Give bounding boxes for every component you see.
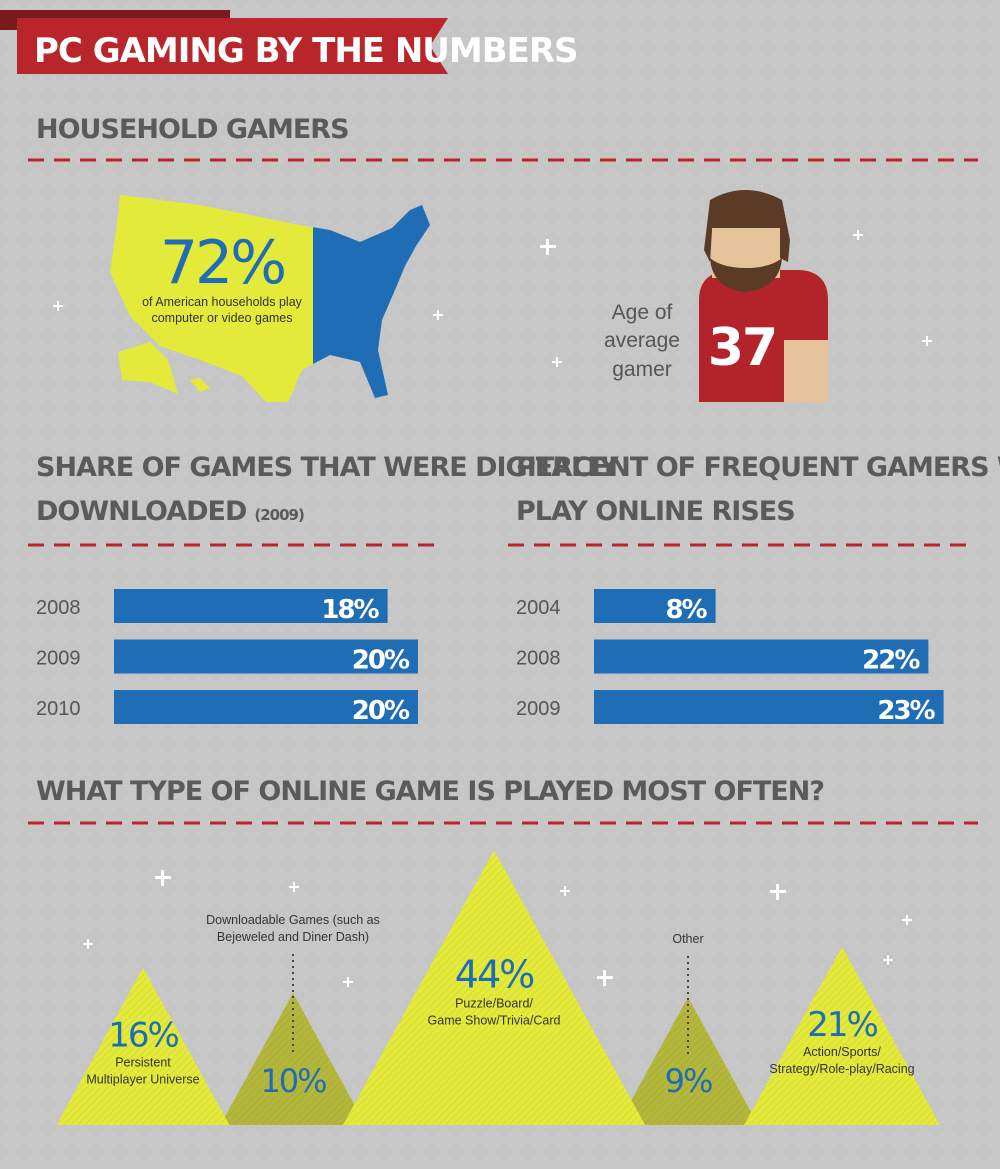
category-label: Other bbox=[672, 932, 703, 946]
stat-caption: computer or video games bbox=[151, 311, 292, 325]
stat-value: 37 bbox=[708, 318, 776, 378]
mountain-texture bbox=[743, 946, 941, 1125]
value-label: 22% bbox=[862, 646, 920, 676]
section-title: WHAT TYPE OF ONLINE GAME IS PLAYED MOST … bbox=[36, 776, 824, 807]
category-label: Action/Sports/ bbox=[803, 1045, 881, 1059]
value-label: 9% bbox=[665, 1062, 712, 1100]
category-label: 2008 bbox=[516, 648, 561, 670]
value-label: 20% bbox=[352, 696, 410, 726]
category-label: 2004 bbox=[516, 597, 561, 619]
section-subtitle: (2009) bbox=[254, 506, 304, 524]
bar bbox=[594, 589, 716, 623]
section-title: SHARE OF GAMES THAT WERE DIGITALLY bbox=[36, 452, 619, 483]
category-label: Persistent bbox=[115, 1055, 171, 1069]
section-title: PERCENT OF FREQUENT GAMERS WHO PAY TO bbox=[516, 452, 1000, 483]
section-title: HOUSEHOLD GAMERS bbox=[36, 114, 349, 145]
category-label: Bejeweled and Diner Dash) bbox=[217, 930, 369, 944]
stat-caption: gamer bbox=[612, 358, 672, 381]
category-label: Puzzle/Board/ bbox=[455, 997, 533, 1011]
bar bbox=[114, 690, 418, 724]
page-title: PC GAMING BY THE NUMBERS bbox=[34, 31, 578, 71]
category-label: 2010 bbox=[36, 698, 81, 720]
value-label: 10% bbox=[260, 1062, 326, 1100]
category-label: Multiplayer Universe bbox=[86, 1072, 199, 1086]
section-title: PLAY ONLINE RISES bbox=[516, 496, 795, 527]
value-label: 21% bbox=[807, 1005, 877, 1045]
category-label: 2009 bbox=[36, 648, 81, 670]
mountain-texture bbox=[617, 997, 759, 1125]
bar bbox=[114, 589, 388, 623]
bar bbox=[114, 639, 418, 674]
category-label: 2009 bbox=[516, 698, 561, 720]
stat-caption: average bbox=[604, 329, 680, 352]
value-label: 18% bbox=[321, 595, 379, 625]
stat-value: 72% bbox=[160, 228, 284, 298]
value-label: 8% bbox=[665, 595, 707, 625]
bar bbox=[594, 639, 929, 674]
mountain-texture bbox=[342, 850, 646, 1125]
category-label: Downloadable Games (such as bbox=[206, 913, 380, 927]
value-label: 20% bbox=[352, 646, 410, 676]
value-label: 16% bbox=[108, 1015, 178, 1055]
bar bbox=[594, 690, 944, 724]
mountain-texture bbox=[220, 993, 366, 1125]
category-label: Strategy/Role-play/Racing bbox=[769, 1062, 914, 1076]
banner bbox=[17, 18, 448, 74]
value-label: 23% bbox=[877, 696, 935, 726]
stat-caption: of American households play bbox=[142, 295, 303, 309]
decoration bbox=[53, 230, 932, 987]
stat-caption: Age of bbox=[612, 301, 673, 324]
mountain-texture bbox=[56, 967, 230, 1125]
value-label: 44% bbox=[455, 953, 534, 997]
category-label: 2008 bbox=[36, 597, 81, 619]
category-label: Game Show/Trivia/Card bbox=[428, 1014, 561, 1028]
gamer-figure bbox=[699, 190, 828, 402]
